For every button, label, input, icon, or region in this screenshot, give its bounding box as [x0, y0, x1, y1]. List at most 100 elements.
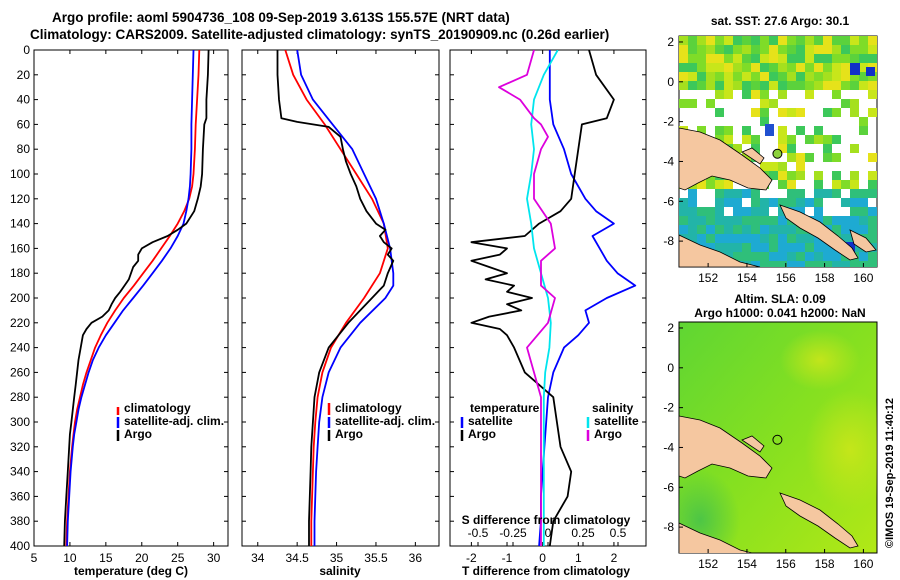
sst-pixel: [751, 207, 760, 216]
sst-pixel: [751, 72, 760, 81]
sst-pixel: [733, 207, 742, 216]
x-tick-label: 34.5: [285, 551, 309, 565]
sst-pixel: [841, 234, 850, 243]
sst-pixel: [742, 72, 751, 81]
sst-pixel: [697, 45, 706, 54]
lat-tick-label: -8: [663, 234, 674, 248]
sst-pixel: [760, 81, 769, 90]
sst-pixel: [850, 180, 859, 189]
sst-pixel: [823, 144, 832, 153]
sst-pixel: [796, 153, 805, 162]
y-tick-label: 400: [10, 539, 30, 553]
sst-pixel: [769, 243, 778, 252]
sst-pixel: [742, 207, 751, 216]
sst-pixel: [814, 261, 823, 267]
sst-pixel: [688, 99, 697, 108]
sst-pixel: [814, 36, 823, 45]
sst-pixel: [796, 81, 805, 90]
sst-pixel: [715, 45, 724, 54]
sst-pixel: [715, 36, 724, 45]
sst-pixel: [742, 189, 751, 198]
sst-pixel: [841, 63, 850, 72]
sst-pixel: [814, 171, 823, 180]
difference-legend-temperature: temperature satellite Argo: [460, 401, 540, 441]
x-tick-label: -2: [466, 551, 477, 565]
salinity-legend: climatology satellite-adj. clim. Argo: [327, 401, 435, 441]
sst-pixel: [823, 189, 832, 198]
sst-pixel: [778, 252, 787, 261]
sst-pixel: [814, 63, 823, 72]
sst-pixel: [715, 234, 724, 243]
sst-pixel: [868, 36, 877, 45]
sst-pixel: [832, 81, 841, 90]
sst-pixel: [850, 99, 859, 108]
x-tick-label: 35: [330, 551, 344, 565]
sst-pixel: [769, 252, 778, 261]
lon-tick-label: 160: [853, 557, 873, 571]
sst-pixel: [697, 54, 706, 63]
sst-pixel: [697, 234, 706, 243]
sla-land-south: [679, 522, 754, 553]
sst-pixel: [787, 72, 796, 81]
sst-pixel: [778, 198, 787, 207]
sst-pixel: [778, 234, 787, 243]
sst-pixel: [796, 171, 805, 180]
sst-pixel: [814, 72, 823, 81]
sst-pixel: [841, 180, 850, 189]
sst-map: sat. SST: 27.6 Argo: 30.1 152 154 156 158 16…: [663, 14, 878, 285]
sst-pixel: [787, 225, 796, 234]
sst-pixel: [706, 72, 715, 81]
sst-pixel: [688, 234, 697, 243]
y-tick-label: 100: [10, 167, 30, 181]
lon-tick-label: 160: [853, 271, 873, 285]
series-line-argo: [276, 50, 395, 546]
sst-pixel: [706, 36, 715, 45]
sst-pixel: [760, 252, 769, 261]
sst-pixel: [751, 261, 760, 267]
sst-pixel: [796, 198, 805, 207]
sst-pixel: [814, 243, 823, 252]
sst-pixel: [760, 216, 769, 225]
depth-y-ticks: 0 20 40 60 80 100 120 140 160 180 200 220 240 260 280 3…: [10, 43, 228, 553]
sst-pixel: [760, 234, 769, 243]
sst-pixel: [859, 36, 868, 45]
figure-title-line1: Argo profile: aoml 5904736_108 09-Sep-20…: [52, 10, 510, 25]
land-east: [849, 229, 877, 253]
sst-pixel: [796, 126, 805, 135]
sst-pixel: [778, 126, 787, 135]
y-tick-label: 220: [10, 316, 30, 330]
sst-pixel: [769, 225, 778, 234]
x-tick-label: 1: [575, 551, 582, 565]
sst-pixel: [805, 234, 814, 243]
sst-pixel: [787, 36, 796, 45]
land-solomon: [779, 204, 859, 261]
sst-pixel: [724, 180, 733, 189]
sst-pixel: [778, 171, 787, 180]
sst-pixel: [868, 45, 877, 54]
sst-pixel: [805, 198, 814, 207]
sst-pixel: [805, 243, 814, 252]
sst-pixel: [697, 207, 706, 216]
sst-pixel: [733, 198, 742, 207]
sst-pixel: [697, 81, 706, 90]
sst-pixel: [796, 63, 805, 72]
sst-pixel: [859, 207, 868, 216]
y-tick-label: 360: [10, 489, 30, 503]
sst-pixel: [805, 153, 814, 162]
sst-pixel: [850, 36, 859, 45]
sla-high-blob: [805, 390, 877, 510]
sst-pixel: [787, 54, 796, 63]
sst-pixel: [814, 126, 823, 135]
x-tick-label: 30: [207, 551, 221, 565]
sst-pixel: [778, 144, 787, 153]
sst-pixel: [841, 36, 850, 45]
sst-pixel: [688, 198, 697, 207]
sst-pixel: [823, 252, 832, 261]
sst-pixel: [760, 243, 769, 252]
sst-pixel: [751, 144, 760, 153]
sst-pixel: [787, 180, 796, 189]
sla-land-islet: [741, 435, 765, 453]
sla-map-title-line2: Argo h1000: 0.041 h2000: NaN: [694, 306, 865, 320]
y-tick-label: 140: [10, 217, 30, 231]
sst-pixel: [751, 45, 760, 54]
